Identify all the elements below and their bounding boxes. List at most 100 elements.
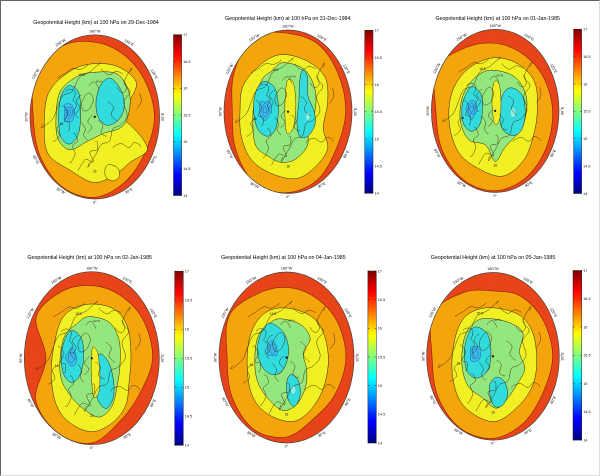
svg-text:180°W: 180°W: [89, 29, 101, 33]
svg-text:120°W: 120°W: [26, 307, 35, 319]
svg-text:30°E: 30°E: [524, 180, 534, 188]
svg-text:14.5: 14.5: [183, 167, 190, 171]
svg-text:0°: 0°: [93, 200, 97, 204]
svg-text:180°W: 180°W: [489, 24, 501, 28]
svg-text:0°: 0°: [286, 195, 290, 199]
svg-text:60°N: 60°N: [496, 74, 503, 78]
svg-text:14: 14: [583, 438, 587, 442]
svg-text:120°W: 120°W: [428, 306, 437, 318]
svg-text:150°W: 150°W: [55, 38, 67, 47]
svg-text:60°W: 60°W: [226, 149, 234, 159]
svg-text:60°W: 60°W: [429, 395, 437, 405]
svg-text:15.5: 15.5: [75, 312, 81, 316]
svg-text:90°E: 90°E: [560, 106, 564, 115]
svg-text:Geopotential Height (km) at 10: Geopotential Height (km) at 100 hPa on 0…: [435, 16, 560, 22]
svg-text:16.5: 16.5: [183, 60, 190, 64]
svg-text:17: 17: [375, 29, 379, 33]
svg-text:Geopotential Height (km) at 10: Geopotential Height (km) at 100 hPa on 0…: [221, 255, 346, 261]
svg-text:0°: 0°: [90, 446, 94, 450]
svg-text:60°W: 60°W: [32, 155, 40, 165]
svg-text:17: 17: [583, 28, 587, 32]
svg-text:15: 15: [59, 122, 63, 126]
svg-text:17: 17: [183, 33, 187, 37]
svg-text:15.5: 15.5: [477, 311, 483, 315]
svg-text:16: 16: [285, 413, 289, 417]
svg-text:16: 16: [583, 325, 587, 329]
svg-text:15.5: 15.5: [272, 68, 278, 72]
svg-text:15: 15: [185, 386, 189, 390]
svg-text:16: 16: [583, 82, 587, 86]
svg-text:30°W: 30°W: [453, 428, 463, 436]
svg-text:16: 16: [493, 163, 497, 167]
svg-text:16: 16: [491, 410, 495, 414]
svg-text:30°E: 30°E: [523, 428, 533, 436]
svg-text:17: 17: [185, 270, 189, 274]
svg-text:16: 16: [375, 83, 379, 87]
svg-text:0°: 0°: [491, 442, 495, 446]
svg-text:60°E: 60°E: [344, 397, 352, 407]
svg-text:150°W: 150°W: [452, 276, 464, 285]
svg-text:0°: 0°: [493, 194, 497, 198]
svg-text:120°W: 120°W: [432, 62, 441, 74]
svg-text:16: 16: [185, 328, 189, 332]
svg-text:60°E: 60°E: [149, 398, 157, 408]
svg-text:90°W: 90°W: [421, 351, 425, 361]
svg-text:60°N: 60°N: [93, 319, 100, 323]
svg-text:150°E: 150°E: [316, 34, 327, 43]
svg-text:15: 15: [583, 382, 587, 386]
svg-text:15: 15: [55, 364, 59, 368]
svg-text:16.5: 16.5: [583, 297, 590, 301]
svg-text:150°E: 150°E: [523, 33, 534, 42]
svg-text:16.5: 16.5: [378, 298, 385, 302]
svg-text:60°E: 60°E: [343, 149, 351, 159]
svg-text:15.5: 15.5: [375, 110, 382, 114]
svg-text:14: 14: [378, 441, 382, 445]
svg-text:15: 15: [183, 140, 187, 144]
svg-text:15.5: 15.5: [583, 354, 590, 358]
svg-text:60°E: 60°E: [550, 148, 558, 158]
svg-text:120°E: 120°E: [344, 308, 353, 319]
svg-text:90°E: 90°E: [161, 354, 165, 363]
svg-text:14.5: 14.5: [185, 415, 192, 419]
svg-text:Geopotential Height (km) at 10: Geopotential Height (km) at 100 hPa on 0…: [27, 255, 152, 261]
svg-text:Geopotential Height (km) at 10: Geopotential Height (km) at 100 hPa on 2…: [33, 20, 158, 26]
svg-text:120°E: 120°E: [549, 307, 558, 318]
svg-text:30°E: 30°E: [317, 181, 327, 189]
svg-text:90°W: 90°W: [426, 106, 430, 116]
svg-text:60°N: 60°N: [96, 79, 103, 83]
svg-text:180°W: 180°W: [281, 267, 293, 271]
svg-text:90°W: 90°W: [214, 352, 218, 362]
svg-text:14.5: 14.5: [583, 164, 590, 168]
svg-text:15: 15: [375, 137, 379, 141]
svg-text:15: 15: [457, 362, 461, 366]
svg-text:15: 15: [378, 384, 382, 388]
svg-text:90°E: 90°E: [355, 353, 359, 362]
svg-text:180°W: 180°W: [86, 266, 98, 270]
svg-text:120°W: 120°W: [221, 307, 230, 319]
svg-text:15: 15: [583, 137, 587, 141]
svg-text:Geopotential Height (km) at 10: Geopotential Height (km) at 100 hPa on 3…: [225, 16, 350, 22]
svg-text:30°W: 30°W: [457, 180, 467, 188]
svg-text:120°E: 120°E: [149, 308, 158, 319]
svg-text:Geopotential Height (km) at 10: Geopotential Height (km) at 100 hPa on 0…: [431, 255, 556, 261]
svg-text:90°E: 90°E: [561, 352, 565, 361]
svg-text:15.5: 15.5: [79, 73, 85, 77]
svg-text:30°W: 30°W: [51, 432, 61, 440]
svg-text:15: 15: [253, 117, 257, 121]
svg-text:150°W: 150°W: [456, 33, 468, 42]
svg-text:150°E: 150°E: [123, 39, 134, 48]
svg-text:16: 16: [286, 164, 290, 168]
svg-text:90°W: 90°W: [219, 107, 223, 117]
svg-text:180°W: 180°W: [487, 267, 499, 271]
svg-text:30°W: 30°W: [56, 187, 66, 195]
svg-text:16: 16: [183, 87, 187, 91]
svg-text:60°N: 60°N: [288, 319, 295, 323]
svg-text:150°W: 150°W: [245, 276, 257, 285]
svg-text:30°E: 30°E: [123, 432, 133, 440]
svg-text:30°E: 30°E: [124, 187, 134, 195]
svg-text:15: 15: [460, 116, 464, 120]
svg-text:120°W: 120°W: [31, 68, 40, 80]
svg-text:15.5: 15.5: [183, 113, 190, 117]
svg-text:150°W: 150°W: [248, 33, 260, 42]
svg-text:15.5: 15.5: [270, 312, 276, 316]
